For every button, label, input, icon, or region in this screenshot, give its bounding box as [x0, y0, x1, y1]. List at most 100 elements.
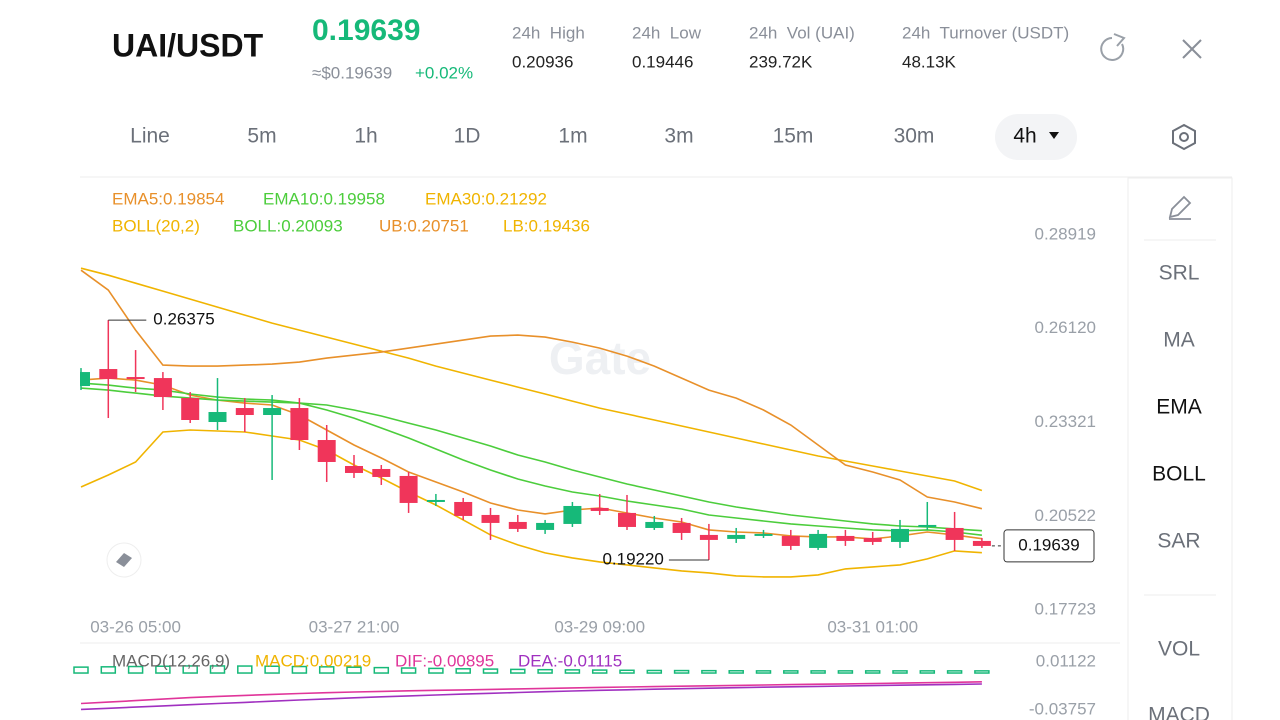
candle-body: [918, 524, 937, 527]
macd-bar: [564, 669, 581, 674]
macd-chart: 0.01122 -0.03757 MACD(12,26,9) MACD:0.00219…: [73, 651, 1096, 718]
candle-body: [891, 528, 909, 542]
side-item[interactable]: VOL: [1158, 638, 1200, 661]
y-tick-label: 0.20522: [1035, 506, 1096, 525]
pair: UAI/USDT: [112, 27, 264, 63]
candle-body: [426, 499, 445, 502]
legend-item: EMA30:0.21292: [425, 189, 547, 208]
tab[interactable]: 1D: [454, 125, 481, 148]
candle-body: [727, 534, 746, 539]
macd-bar: [400, 667, 417, 674]
side-menu: [1127, 177, 1233, 720]
indicator-line: [80, 269, 983, 510]
candle-body: [235, 408, 254, 416]
tab[interactable]: 30m: [894, 125, 935, 148]
macd-bar: [455, 668, 471, 674]
macd-bar: [237, 665, 253, 674]
macd-bar: [127, 665, 144, 674]
low-label: 0.19220: [602, 549, 663, 568]
tool-icon: [116, 553, 132, 567]
candle-body: [345, 466, 363, 473]
plot-area: [80, 267, 991, 578]
plot-area: [73, 665, 990, 711]
candle-body: [80, 372, 90, 387]
candle-body: [372, 468, 391, 477]
high-label: 0.26375: [153, 310, 214, 329]
macd-bar: [428, 667, 444, 674]
macd-bar: [946, 670, 963, 674]
change: +0.02%: [415, 63, 473, 82]
macd-line: [80, 683, 982, 711]
candle-body: [508, 521, 527, 529]
indicator-line: [80, 377, 983, 540]
candle-body: [945, 527, 964, 540]
macd-bar: [619, 669, 635, 674]
price-tag: [1003, 529, 1095, 563]
candle-body: [699, 534, 718, 540]
macd-bar: [755, 670, 772, 674]
tab[interactable]: 3m: [664, 125, 693, 148]
candle-body: [972, 540, 991, 546]
last-price: 0.19639: [312, 14, 420, 47]
tab[interactable]: Line: [130, 125, 170, 148]
indicator-line: [80, 267, 983, 492]
price-chart: 0.28919 0.26120 0.23321 0.20522 0.17723 03-26…: [80, 189, 1096, 636]
fiat-price: ≈$0.19639: [312, 63, 392, 82]
candle-body: [590, 507, 609, 511]
legend-item: BOLL:0.20093: [233, 216, 343, 235]
x-tick-label: 03-27 21:00: [309, 617, 400, 636]
close-icon[interactable]: [1182, 39, 1202, 59]
side-item[interactable]: SRL: [1159, 262, 1200, 285]
candle-body: [290, 408, 309, 441]
candle-body: [481, 514, 500, 523]
legend-title: BOLL(20,2): [112, 216, 200, 235]
settings-icon[interactable]: [1172, 123, 1196, 151]
macd-bar: [728, 670, 744, 674]
candle-body: [672, 522, 691, 533]
macd-bar: [155, 665, 171, 674]
legend-item: EMA5:0.19854: [112, 189, 224, 208]
side-item[interactable]: EMA: [1156, 396, 1202, 419]
macd-bar: [510, 668, 526, 674]
side-item[interactable]: SAR: [1157, 530, 1200, 553]
macd-line: [80, 681, 982, 705]
y-tick-label: 0.17723: [1035, 600, 1096, 619]
candle-body: [536, 522, 555, 530]
side-item[interactable]: MA: [1163, 329, 1195, 352]
macd-bar: [182, 665, 198, 674]
price-tag-label: 0.19639: [1018, 535, 1079, 554]
y-tick-label: 0.26120: [1035, 318, 1096, 337]
macd-bar: [318, 666, 335, 674]
stat-label: 24h Low: [632, 23, 702, 42]
tab-active[interactable]: 4h: [1013, 125, 1036, 148]
tab[interactable]: 1m: [558, 125, 587, 148]
active-tab-bg: [995, 114, 1077, 160]
tab[interactable]: 5m: [247, 125, 276, 148]
macd-bar: [482, 668, 499, 674]
stat-value: 239.72K: [749, 52, 813, 71]
indicator-line: [80, 429, 982, 578]
candle-body: [99, 369, 118, 380]
stat-label: 24h High: [512, 23, 585, 42]
stat-value: 0.20936: [512, 52, 573, 71]
macd-bar: [291, 665, 308, 674]
share-icon[interactable]: [1100, 33, 1126, 61]
stat-value: 48.13K: [902, 52, 957, 71]
tab[interactable]: 15m: [773, 125, 814, 148]
macd-bar: [209, 665, 226, 674]
legend-item: UB:0.20751: [379, 216, 469, 235]
draw-icon[interactable]: [1168, 195, 1192, 220]
side-item[interactable]: MACD: [1148, 704, 1210, 720]
legend-item: EMA10:0.19958: [263, 189, 385, 208]
candle-body: [317, 440, 336, 462]
side-item[interactable]: BOLL: [1152, 463, 1206, 486]
macd-bar: [646, 669, 663, 674]
legend-item: DEA:-0.01115: [518, 651, 622, 670]
tab[interactable]: 1h: [354, 125, 377, 148]
stat-label: 24h Vol (UAI): [749, 23, 855, 42]
candle-body: [399, 475, 418, 503]
macd-bar: [810, 670, 826, 674]
y-tick-label: 0.01122: [1036, 651, 1096, 670]
